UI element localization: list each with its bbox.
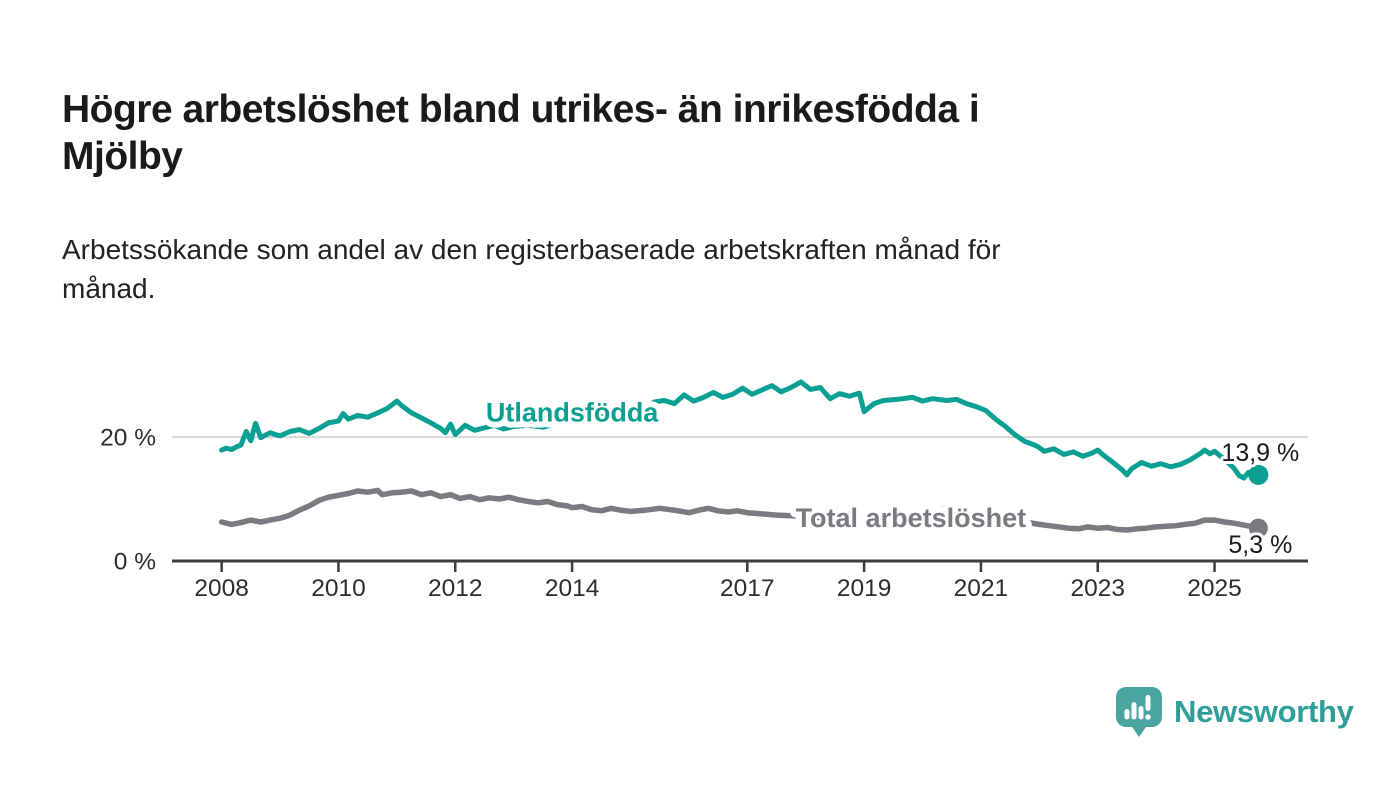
x-tick-label-2025: 2025 <box>1187 575 1242 602</box>
series-line-total-arbetsloshet <box>218 487 1262 533</box>
x-tick-label-2010: 2010 <box>311 575 366 602</box>
end-dot-total-arbetsloshet <box>1248 518 1268 538</box>
x-tick-label-2012: 2012 <box>428 575 483 602</box>
chart-subtitle-line2: månad. <box>62 273 156 304</box>
series-label-total-arbetsloshet: Total arbetslöshet <box>796 503 1027 533</box>
newsworthy-wordmark: Newsworthy <box>1174 694 1354 729</box>
y-tick-label-20: 20 % <box>100 425 156 452</box>
end-value-label-utlandsfodda: 13,9 % <box>1221 439 1299 467</box>
y-tick-label-0: 0 % <box>114 549 156 576</box>
newsworthy-logo: Newsworthy <box>1115 686 1354 738</box>
chart-subtitle-line1: Arbetssökande som andel av den registerb… <box>62 234 1001 265</box>
chart-title: Högre arbetslöshet bland utrikes- än inr… <box>62 86 1322 180</box>
chart-subtitle: Arbetssökande som andel av den registerb… <box>62 230 1322 308</box>
chart-title-line2: Mjölby <box>62 135 183 179</box>
chart-title-line1: Högre arbetslöshet bland utrikes- än inr… <box>62 88 980 132</box>
speech-bubble-chart-icon <box>1116 687 1162 737</box>
series-label-utlandsfodda: Utlandsfödda <box>486 397 659 427</box>
x-tick-label-2008: 2008 <box>194 575 249 602</box>
x-tick-label-2017: 2017 <box>720 575 775 602</box>
x-tick-label-2021: 2021 <box>954 575 1009 602</box>
x-tick-label-2014: 2014 <box>545 575 600 602</box>
series-line-utlandsfodda <box>219 379 1261 481</box>
x-tick-label-2019: 2019 <box>837 575 892 602</box>
x-tick-label-2023: 2023 <box>1070 575 1125 602</box>
end-value-label-total-arbetsloshet: 5,3 % <box>1228 531 1292 559</box>
end-dot-utlandsfodda <box>1248 464 1269 485</box>
